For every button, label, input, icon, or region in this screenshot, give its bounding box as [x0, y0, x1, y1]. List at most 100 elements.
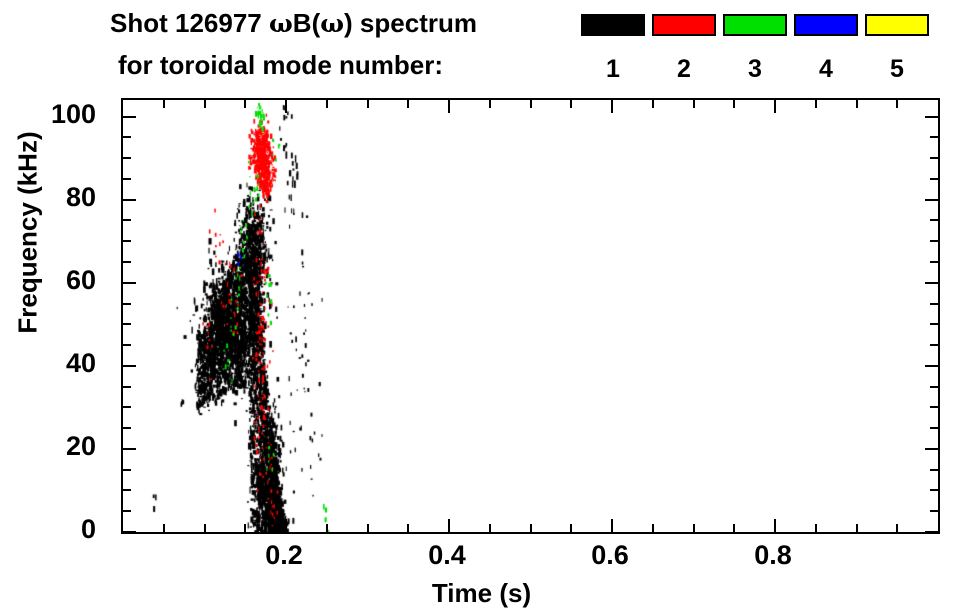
- legend-label-3: 3: [748, 55, 762, 83]
- axis-tick: [570, 100, 573, 108]
- x-axis-title: Time (s): [431, 578, 532, 608]
- axis-tick: [930, 157, 938, 160]
- axis-tick: [930, 510, 938, 513]
- axis-tick: [930, 406, 938, 409]
- legend-label-1: 1: [606, 55, 620, 83]
- chart-title-line-2: for toroidal mode number:: [118, 50, 443, 80]
- axis-tick: [896, 100, 899, 108]
- axis-tick: [925, 447, 938, 450]
- axis-tick: [123, 385, 131, 388]
- axis-tick: [925, 281, 938, 284]
- x-tick-label-0.4: 0.4: [428, 540, 466, 570]
- axis-tick: [448, 100, 450, 113]
- y-axis-tick-labels: 0 20 40 60 80 100: [0, 98, 112, 542]
- y-tick-label-100: 100: [50, 98, 96, 129]
- omega-symbol-2: ω: [320, 9, 345, 38]
- axis-tick: [930, 385, 938, 388]
- axis-tick: [896, 524, 899, 532]
- axis-tick: [930, 177, 938, 180]
- axis-tick: [925, 115, 938, 118]
- axis-tick: [123, 115, 136, 118]
- axis-tick: [930, 427, 938, 430]
- axis-tick: [285, 100, 287, 113]
- y-tick-label-0: 0: [80, 514, 96, 544]
- axis-tick: [123, 427, 131, 430]
- axis-tick: [855, 524, 858, 532]
- axis-tick: [529, 100, 532, 108]
- axis-tick: [570, 524, 573, 532]
- axis-tick: [488, 100, 491, 108]
- axis-tick: [203, 524, 206, 532]
- axis-tick: [651, 100, 654, 108]
- axis-tick: [366, 524, 369, 532]
- chart-title-line-1: Shot 126977 ωB(ω) spectrum: [110, 8, 477, 39]
- axis-tick: [123, 531, 136, 533]
- axis-tick: [774, 519, 776, 532]
- legend-swatch-3: [723, 14, 787, 36]
- title-text-post: ) spectrum: [344, 8, 477, 38]
- axis-tick: [123, 136, 131, 139]
- axis-tick: [925, 198, 938, 201]
- axis-tick: [123, 177, 131, 180]
- axis-tick: [651, 524, 654, 532]
- y-tick-label-80: 80: [65, 181, 96, 212]
- axis-tick: [123, 219, 131, 222]
- plot-frame: [121, 98, 940, 534]
- axis-tick: [529, 524, 532, 532]
- title-text-pre: Shot 126977: [110, 8, 269, 38]
- axis-tick: [123, 323, 131, 326]
- axis-tick: [814, 524, 817, 532]
- axis-tick: [733, 100, 736, 108]
- axis-tick: [930, 261, 938, 263]
- axis-tick: [162, 100, 165, 108]
- axis-tick: [448, 519, 450, 532]
- x-tick-label-0.8: 0.8: [754, 540, 792, 570]
- axis-tick: [407, 100, 410, 108]
- axis-tick: [814, 100, 817, 108]
- axis-tick: [855, 100, 858, 108]
- legend-swatch-2: [652, 14, 716, 36]
- axis-tick: [325, 524, 328, 532]
- y-tick-label-20: 20: [65, 430, 96, 461]
- y-axis-title: Frequency (kHz): [12, 131, 43, 334]
- axis-tick: [244, 524, 247, 532]
- axis-tick: [930, 240, 938, 243]
- axis-tick: [930, 344, 938, 347]
- axis-tick: [285, 519, 287, 532]
- axis-tick: [123, 364, 136, 367]
- axis-tick: [123, 468, 131, 471]
- axis-tick: [123, 302, 131, 305]
- axis-tick: [930, 468, 938, 471]
- x-tick-label-0.2: 0.2: [265, 540, 303, 570]
- legend-label-4: 4: [819, 55, 833, 83]
- axis-tick: [123, 261, 131, 263]
- axis-tick: [123, 510, 131, 513]
- axis-tick: [925, 364, 938, 367]
- axis-tick: [488, 524, 491, 532]
- omega-symbol-1: ω: [268, 9, 293, 38]
- plot-area: [123, 100, 938, 532]
- axis-tick: [733, 524, 736, 532]
- axis-tick: [203, 100, 206, 108]
- axis-tick: [123, 240, 131, 243]
- axis-tick: [162, 524, 165, 532]
- legend-label-5: 5: [890, 55, 904, 83]
- legend-swatch-4: [794, 14, 858, 36]
- axis-tick: [123, 344, 131, 347]
- axis-tick: [123, 281, 136, 284]
- axis-tick: [123, 157, 131, 160]
- axis-tick: [930, 136, 938, 139]
- axis-tick: [123, 489, 131, 492]
- x-axis-tick-labels: 0.2 0.4 0.6 0.8: [0, 542, 963, 576]
- axis-tick: [930, 489, 938, 492]
- legend-swatch-5: [865, 14, 929, 36]
- axis-tick: [611, 519, 613, 532]
- axis-tick: [325, 100, 328, 108]
- axis-tick: [692, 100, 695, 108]
- y-tick-label-60: 60: [65, 264, 96, 295]
- y-tick-label-40: 40: [65, 347, 96, 378]
- axis-tick: [407, 524, 410, 532]
- axis-tick: [123, 406, 131, 409]
- axis-tick: [925, 531, 938, 533]
- axis-tick: [123, 198, 136, 201]
